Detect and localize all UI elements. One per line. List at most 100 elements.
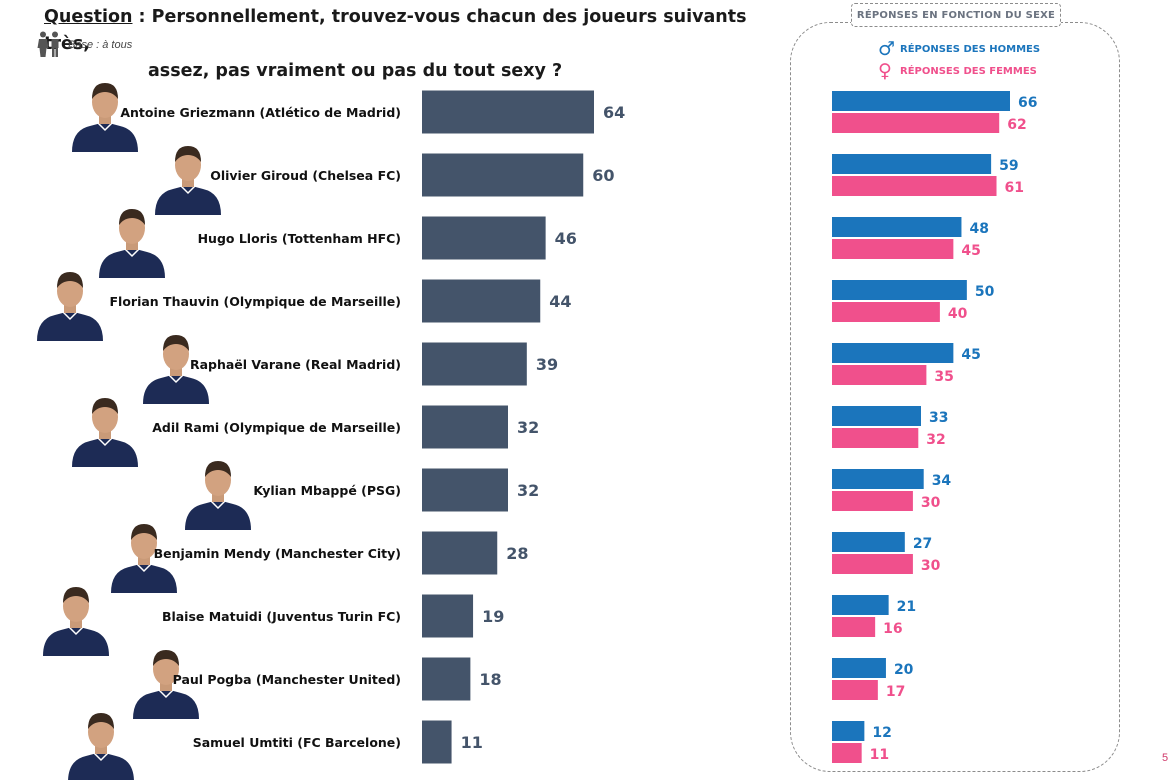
legend-label-women: RÉPONSES DES FEMMES	[900, 65, 1037, 77]
player-name-label: Adil Rami (Olympique de Marseille)	[152, 420, 401, 435]
bar	[422, 468, 508, 512]
player-photo	[111, 524, 177, 593]
value-label-men: 48	[969, 221, 988, 237]
value-label: 46	[555, 229, 577, 248]
bar-women	[832, 239, 954, 259]
bar-men	[832, 721, 865, 741]
question: Question : Personnellement, trouvez-vous…	[44, 4, 764, 85]
player-name-label: Hugo Lloris (Tottenham HFC)	[198, 231, 401, 246]
value-label: 18	[479, 670, 501, 689]
bar-men	[832, 343, 954, 363]
value-label-men: 34	[932, 473, 952, 489]
player-name-label: Benjamin Mendy (Manchester City)	[154, 546, 401, 561]
male-symbol-icon: ♂	[878, 38, 896, 60]
value-label-women: 35	[934, 369, 953, 385]
bar-men	[832, 469, 924, 489]
player-photo	[37, 272, 103, 341]
player-name-label: Blaise Matuidi (Juventus Turin FC)	[162, 609, 401, 624]
value-label: 11	[461, 733, 483, 752]
player-name-label: Raphaël Varane (Real Madrid)	[190, 357, 401, 372]
value-label-men: 59	[999, 158, 1018, 174]
legend-item-men: ♂ RÉPONSES DES HOMMES	[878, 38, 1040, 60]
page-number: 5	[1162, 752, 1169, 764]
value-label-women: 30	[921, 495, 941, 511]
bar-men	[832, 532, 905, 552]
bar-men	[832, 658, 886, 678]
value-label-women: 17	[886, 684, 905, 700]
bar	[422, 405, 508, 449]
base-note: Base : à tous	[36, 30, 132, 60]
gender-panel-title: RÉPONSES EN FONCTION DU SEXE	[851, 3, 1061, 27]
bar-women	[832, 491, 913, 511]
value-label-women: 11	[870, 747, 889, 763]
player-name-label: Samuel Umtiti (FC Barcelone)	[193, 735, 401, 750]
value-label: 19	[482, 607, 504, 626]
bar-men	[832, 406, 921, 426]
question-label: Question	[44, 7, 133, 27]
value-label: 44	[549, 292, 571, 311]
bar	[422, 594, 474, 638]
value-label-women: 30	[921, 558, 941, 574]
bar	[422, 216, 546, 260]
bar	[422, 720, 452, 764]
bar	[422, 153, 584, 197]
value-label-women: 45	[961, 243, 980, 259]
value-label-men: 20	[894, 662, 914, 678]
player-photo	[99, 209, 165, 278]
bar-women	[832, 554, 913, 574]
legend-label-men: RÉPONSES DES HOMMES	[900, 43, 1041, 55]
bar-women	[832, 176, 997, 196]
question-text-line2: assez, pas vraiment ou pas du tout sexy …	[148, 61, 563, 81]
value-label-women: 16	[883, 621, 902, 637]
bar-men	[832, 595, 889, 615]
value-label: 28	[506, 544, 528, 563]
female-symbol-icon: ♀	[878, 60, 892, 82]
player-name-label: Antoine Griezmann (Atlético de Madrid)	[120, 105, 401, 120]
bar-men	[832, 217, 962, 237]
bar-men	[832, 280, 967, 300]
value-label: 39	[536, 355, 558, 374]
bar-women	[832, 113, 1000, 133]
player-name-label: Kylian Mbappé (PSG)	[253, 483, 401, 498]
bar-women	[832, 617, 876, 637]
value-label: 32	[517, 418, 539, 437]
player-photo	[72, 83, 138, 152]
bar	[422, 279, 541, 323]
value-label-men: 50	[975, 284, 995, 300]
bar-women	[832, 743, 862, 763]
player-photo	[72, 398, 138, 467]
bar-women	[832, 302, 940, 322]
bar-men	[832, 154, 992, 174]
bar	[422, 342, 527, 386]
value-label-men: 12	[872, 725, 891, 741]
player-name-label: Paul Pogba (Manchester United)	[173, 672, 401, 687]
value-label-men: 33	[929, 410, 948, 426]
bar-women	[832, 428, 919, 448]
player-name-label: Florian Thauvin (Olympique de Marseille)	[110, 294, 401, 309]
value-label-women: 40	[948, 306, 968, 322]
player-photo	[43, 587, 109, 656]
bar-men	[832, 91, 1010, 111]
bar	[422, 657, 471, 701]
value-label: 32	[517, 481, 539, 500]
value-label-women: 61	[1005, 180, 1024, 196]
player-photo	[143, 335, 209, 404]
legend-item-women: ♀ RÉPONSES DES FEMMES	[878, 60, 1040, 82]
value-label-men: 45	[961, 347, 980, 363]
player-photo	[68, 713, 134, 780]
value-label-women: 62	[1007, 117, 1026, 133]
player-photo	[133, 650, 199, 719]
value-label-men: 21	[897, 599, 916, 615]
value-label-men: 66	[1018, 95, 1037, 111]
bar	[422, 531, 498, 575]
gender-legend: ♂ RÉPONSES DES HOMMES ♀ RÉPONSES DES FEM…	[878, 38, 1040, 82]
bar-women	[832, 680, 878, 700]
player-name-label: Olivier Giroud (Chelsea FC)	[210, 168, 401, 183]
player-photo	[155, 146, 221, 215]
man-woman-icon	[36, 31, 62, 59]
player-photo	[185, 461, 251, 530]
bar-women	[832, 365, 927, 385]
base-text: Base : à tous	[68, 39, 133, 51]
value-label: 64	[603, 103, 625, 122]
